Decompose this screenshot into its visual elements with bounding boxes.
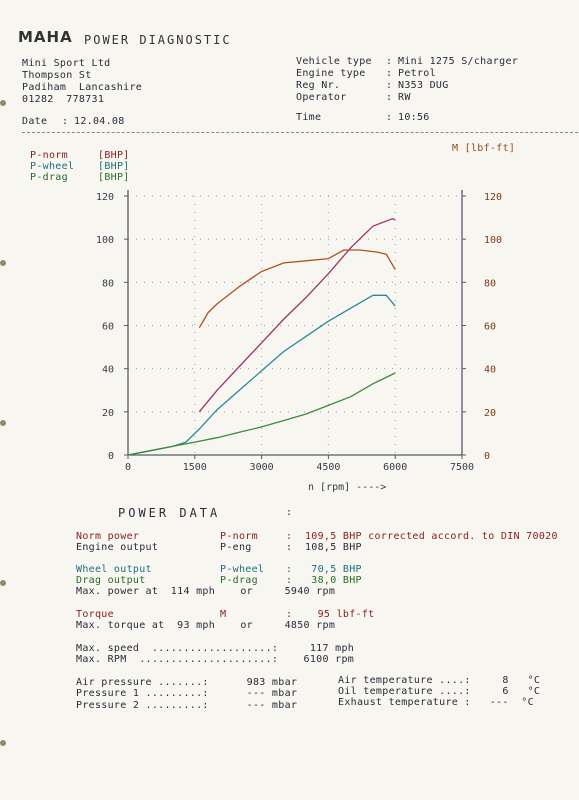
- power-data-heading: POWER DATA: [118, 506, 221, 520]
- punch-hole: [0, 260, 6, 266]
- y-tick-label-right: 80: [484, 278, 496, 289]
- max-power-line: Max. power at 114 mph or 5940 rpm: [76, 586, 336, 597]
- y-tick-label-right: 40: [484, 365, 496, 376]
- y-tick-label-left: 80: [102, 278, 114, 289]
- reg-value: N353 DUG: [398, 80, 449, 91]
- wheel-output-label: Wheel output: [76, 564, 152, 575]
- pressure1-line: Pressure 1 .........: --- mbar: [76, 688, 298, 699]
- reg-label: Reg Nr.: [296, 80, 341, 91]
- y-tick-label-right: 20: [484, 408, 496, 419]
- exhaust-temp-line: Exhaust temperature : --- °C: [338, 697, 534, 708]
- engine-output-symbol: P-eng: [220, 542, 252, 553]
- time-value: 10:56: [398, 112, 430, 123]
- company-line: Padiham Lancashire: [22, 82, 143, 93]
- max-torque-line: Max. torque at 93 mph or 4850 rpm: [76, 620, 336, 631]
- operator-colon: :: [386, 92, 393, 103]
- engine-output-value: : 108,5 BHP: [286, 542, 362, 553]
- engine-type-value: Petrol: [398, 68, 436, 79]
- max-rpm-line: Max. RPM .....................: 6100 rpm: [76, 654, 355, 665]
- legend-p-drag: P-drag: [30, 172, 68, 183]
- max-speed-line: Max. speed ...................: 117 mph: [76, 643, 355, 654]
- series-line-m: [198, 249, 396, 329]
- date-label: Date: [22, 116, 48, 127]
- vehicle-type-label: Vehicle type: [296, 56, 372, 67]
- page-title: POWER DIAGNOSTIC: [84, 33, 232, 47]
- x-tick-label: 1500: [183, 462, 207, 473]
- company-line: Mini Sport Ltd: [22, 58, 111, 69]
- company-line: 01282 778731: [22, 94, 105, 105]
- vehicle-type-value: Mini 1275 S/charger: [398, 56, 519, 67]
- air-temp-line: Air temperature ....: 8 °C: [338, 675, 541, 686]
- y-tick-label-left: 0: [108, 451, 114, 462]
- punch-hole: [0, 100, 6, 106]
- norm-power-value: : 109,5 BHP corrected accord. to DIN 700…: [286, 531, 558, 542]
- maha-logo: MAHA: [18, 28, 73, 46]
- engine-type-colon: :: [386, 68, 393, 79]
- operator-value: RW: [398, 92, 411, 103]
- date-colon: :: [62, 116, 69, 127]
- drag-output-label: Drag output: [76, 575, 146, 586]
- power-curve-chart: 0 20 40 60 80 100 120 0 20 40 60 80 100 120 0 1500 3000 4…: [96, 190, 502, 493]
- torque-value: : 95 lbf-ft: [286, 609, 375, 620]
- legend-unit: [BHP]: [98, 172, 130, 183]
- drag-output-value: : 38,0 BHP: [286, 575, 362, 586]
- norm-power-symbol: P-norm: [220, 531, 258, 542]
- y-tick-label-right: 120: [484, 192, 502, 203]
- series-line-p-norm: [198, 218, 396, 413]
- y-tick-label-left: 40: [102, 365, 114, 376]
- y-tick-label-left: 100: [96, 235, 114, 246]
- time-label: Time: [296, 112, 322, 123]
- x-tick-label: 0: [125, 462, 131, 473]
- reg-colon: :: [386, 80, 393, 91]
- punch-hole: [0, 740, 6, 746]
- date-value: 12.04.08: [74, 116, 125, 127]
- x-axis-label: n [rpm] ---->: [308, 482, 386, 493]
- x-tick-label: 3000: [250, 462, 274, 473]
- time-colon: :: [386, 112, 393, 123]
- y-tick-label-left: 20: [102, 408, 114, 419]
- torque-axis-label: M [lbf-ft]: [452, 143, 516, 154]
- y-tick-label-right: 0: [484, 451, 490, 462]
- oil-temp-line: Oil temperature ....: 6 °C: [338, 686, 541, 697]
- air-pressure-line: Air pressure .......: 983 mbar: [76, 677, 298, 688]
- torque-symbol: M: [220, 609, 227, 620]
- punch-hole: [0, 580, 6, 586]
- x-tick-label: 7500: [450, 462, 474, 473]
- torque-label: Torque: [76, 609, 114, 620]
- wheel-output-symbol: P-wheel: [220, 564, 265, 575]
- vehicle-type-colon: :: [386, 56, 393, 67]
- y-tick-label-right: 100: [484, 235, 502, 246]
- series-line-p-drag: [127, 372, 396, 456]
- x-tick-label: 4500: [316, 462, 340, 473]
- header-divider: [22, 132, 578, 133]
- legend-unit: [BHP]: [98, 161, 130, 172]
- operator-label: Operator: [296, 92, 347, 103]
- drag-output-symbol: P-drag: [220, 575, 258, 586]
- legend-p-norm: P-norm: [30, 150, 68, 161]
- power-data-colon: :: [286, 507, 293, 518]
- wheel-output-value: : 70,5 BHP: [286, 564, 362, 575]
- y-tick-label-right: 60: [484, 322, 496, 333]
- legend-unit: [BHP]: [98, 150, 130, 161]
- legend-p-wheel: P-wheel: [30, 161, 75, 172]
- punch-hole: [0, 420, 6, 426]
- x-tick-label: 6000: [383, 462, 407, 473]
- pressure2-line: Pressure 2 .........: --- mbar: [76, 700, 298, 711]
- y-tick-label-left: 60: [102, 322, 114, 333]
- company-line: Thompson St: [22, 70, 92, 81]
- norm-power-label: Norm power: [76, 531, 140, 542]
- engine-output-label: Engine output: [76, 542, 159, 553]
- engine-type-label: Engine type: [296, 68, 366, 79]
- series-line-p-wheel: [127, 294, 396, 456]
- y-tick-label-left: 120: [96, 192, 114, 203]
